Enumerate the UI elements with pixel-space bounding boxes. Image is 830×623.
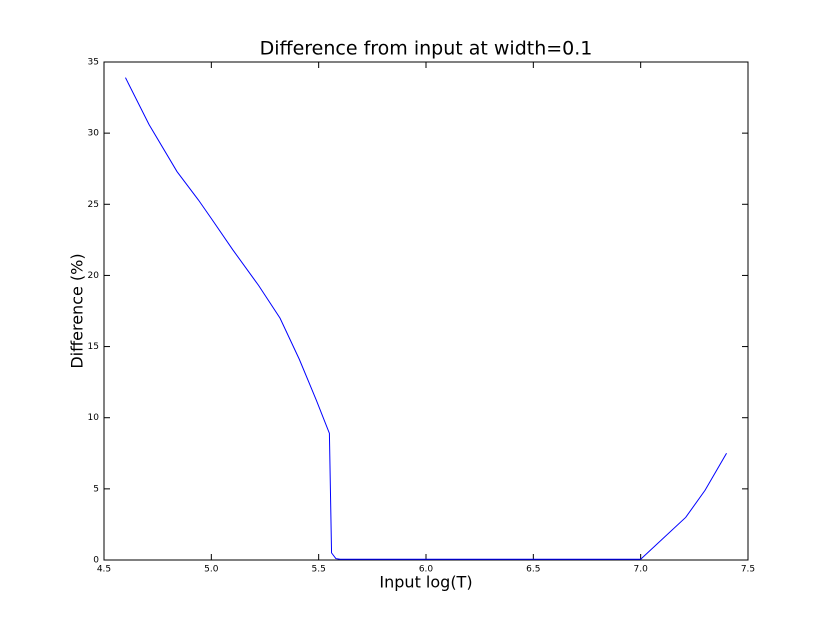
x-axis-label: Input log(T) (379, 573, 472, 592)
y-axis-label: Difference (%) (68, 253, 87, 368)
data-line (125, 77, 727, 560)
x-tick-label: 5.0 (204, 565, 219, 575)
x-tick-label: 5.5 (312, 565, 326, 575)
chart-title: Difference from input at width=0.1 (260, 38, 593, 60)
x-tick-label: 6.0 (419, 565, 434, 575)
y-tick-label: 0 (93, 556, 99, 566)
x-tick-label: 7.0 (634, 565, 649, 575)
x-tick-label: 6.5 (526, 565, 540, 575)
plot-frame (103, 61, 749, 561)
y-tick-label: 25 (88, 200, 99, 210)
y-tick-label: 5 (93, 484, 99, 494)
y-tick-label: 10 (88, 413, 100, 423)
x-tick-label: 4.5 (97, 565, 111, 575)
y-tick-label: 15 (88, 342, 99, 352)
y-tick-label: 30 (88, 129, 100, 139)
y-tick-label: 20 (88, 271, 100, 281)
y-tick-label: 35 (88, 58, 99, 68)
x-tick-label: 7.5 (741, 565, 755, 575)
